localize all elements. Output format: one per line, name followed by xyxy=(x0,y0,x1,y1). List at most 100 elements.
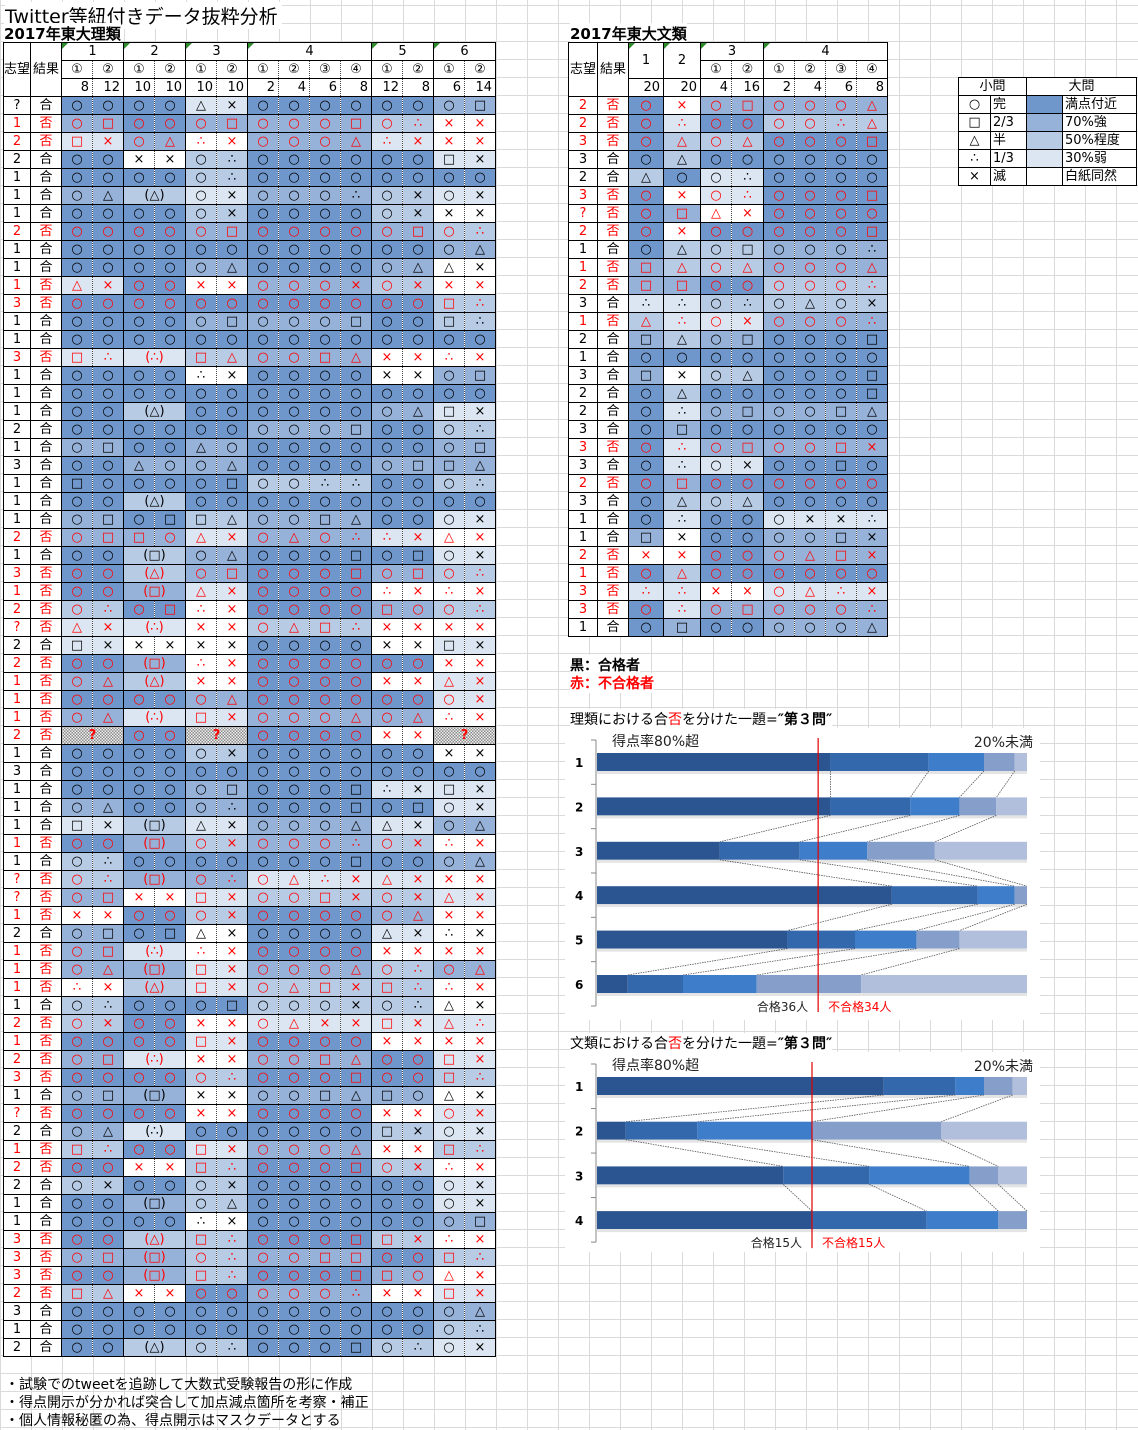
score-cell: ○ xyxy=(278,1122,310,1141)
score-cell: ○ xyxy=(340,402,372,421)
score-cell: ○ xyxy=(247,1248,279,1267)
score-cell: ○ xyxy=(247,780,279,799)
score-cell: ○ xyxy=(185,186,217,205)
shibo-cell: 3 xyxy=(3,762,31,781)
score-cell: ○ xyxy=(371,1338,403,1357)
score-cell: ○ xyxy=(628,600,664,619)
result-cell: 否 xyxy=(597,222,629,241)
score-cell: ○ xyxy=(61,222,93,241)
score-cell: × xyxy=(216,672,248,691)
score-cell: □ xyxy=(92,1086,124,1105)
bar-segment-q3-level0 xyxy=(597,841,720,860)
result-cell: 合 xyxy=(597,618,629,637)
score-cell: ○ xyxy=(247,1158,279,1177)
score-cell: ○ xyxy=(700,366,732,385)
score-cell: ○ xyxy=(216,1122,248,1141)
score-cell: ○ xyxy=(371,402,403,421)
score-cell: ○ xyxy=(731,222,764,241)
bar-segment-q2-level4 xyxy=(996,797,1027,816)
score-cell: ○ xyxy=(309,96,341,115)
score-cell: × xyxy=(185,1014,217,1033)
score-cell: ∴ xyxy=(663,582,701,601)
shibo-cell: ? xyxy=(3,888,31,907)
score-cell: ○ xyxy=(278,222,310,241)
score-cell: ○ xyxy=(278,852,310,871)
score-cell: ○ xyxy=(123,744,155,763)
score-cell: ○ xyxy=(402,150,434,169)
shibo-cell: 3 xyxy=(568,456,598,475)
bar-segment-q5-level2 xyxy=(855,930,917,949)
score-cell: × xyxy=(464,528,496,547)
score-cell: ○ xyxy=(278,96,310,115)
score-cell: ○ xyxy=(763,96,795,115)
score-cell: × xyxy=(340,978,372,997)
score-cell: ∴ xyxy=(825,582,857,601)
bar-shadow xyxy=(597,904,1027,908)
score-cell: ○ xyxy=(123,1068,155,1087)
result-cell: 合 xyxy=(30,366,62,385)
score-cell: ○ xyxy=(61,924,93,943)
score-cell: ○ xyxy=(61,96,93,115)
score-cell: □ xyxy=(402,456,434,475)
score-cell: ○ xyxy=(402,762,434,781)
left-label: 得点率80%超 xyxy=(612,733,699,750)
score-cell: □ xyxy=(371,978,403,997)
shibo-cell: 1 xyxy=(3,510,31,529)
score-cell: × xyxy=(464,636,496,655)
score-cell: ○ xyxy=(340,636,372,655)
result-cell: 否 xyxy=(30,654,62,673)
score-cell: ○ xyxy=(731,114,764,133)
table-row: 2 合 ○ □ ○ □ △ × ○ ○ ○ ○ △ × ∴ × xyxy=(3,924,496,943)
score-cell: ○ xyxy=(92,384,124,403)
score-cell: ○ xyxy=(278,1068,310,1087)
table-row: 1 否 ○ ○ ○ ○ ○ △ ○ ○ ○ ○ ○ ○ ○ × xyxy=(3,690,496,709)
header-subquestion: ① xyxy=(123,60,155,79)
header-points: 16 xyxy=(731,78,764,97)
score-cell: ○ xyxy=(247,420,279,439)
score-cell: ○ xyxy=(340,726,372,745)
score-cell: × xyxy=(433,654,465,673)
shibo-cell: ? xyxy=(3,96,31,115)
table-row: 1 合 ○ ○ ○ ○ ∴ × ○ ○ ○ ○ ○ ○ ○ □ xyxy=(3,1212,496,1231)
right-label: 20%未満 xyxy=(974,1059,1033,1075)
score-cell: ○ xyxy=(247,1302,279,1321)
score-cell: ○ xyxy=(628,384,664,403)
table-row: 3 否 ∴ ∴ × × ○ △ ∴ × xyxy=(568,582,888,601)
score-cell: ○ xyxy=(763,132,795,151)
score-cell: □ xyxy=(61,132,93,151)
score-cell: □ xyxy=(92,942,124,961)
bar-segment-q4-level3 xyxy=(998,1211,1027,1230)
score-cell: ○ xyxy=(154,1302,186,1321)
score-cell: △ xyxy=(433,1266,465,1285)
score-cell: ∴ xyxy=(402,996,434,1015)
score-cell: ○ xyxy=(61,996,93,1015)
shibo-cell: 2 xyxy=(3,654,31,673)
score-cell: ○ xyxy=(794,420,826,439)
score-cell: ∴ xyxy=(433,834,465,853)
score-cell: × xyxy=(402,528,434,547)
score-cell: ○ xyxy=(309,438,341,457)
humanities-score-table: 志望 結果 1 2 3 4 ① ② ① ② ③ ④ 20 20 4 16 2 4 6 8 2 否 ○ × ○ □ ○ ○ ○ △ 2 否 ○ ∴ ○… xyxy=(568,42,888,637)
score-cell: ○ xyxy=(371,852,403,871)
score-cell: × xyxy=(154,1158,186,1177)
legend-meaning: 2/3 xyxy=(990,113,1027,132)
score-cell: △ xyxy=(278,528,310,547)
score-cell: × xyxy=(464,1050,496,1069)
score-cell: ○ xyxy=(309,402,341,421)
result-cell: 合 xyxy=(597,366,629,385)
score-cell: ○ xyxy=(433,420,465,439)
legend-meaning: 1/3 xyxy=(990,149,1027,168)
result-cell: 合 xyxy=(30,168,62,187)
score-cell: ○ xyxy=(763,402,795,421)
score-cell: ○ xyxy=(278,330,310,349)
score-cell: ○ xyxy=(433,240,465,259)
score-cell: ○ xyxy=(278,132,310,151)
score-cell: ∴ xyxy=(731,168,764,187)
shibo-cell: 1 xyxy=(3,780,31,799)
score-cell: ○ xyxy=(402,96,434,115)
shibo-cell: 1 xyxy=(3,402,31,421)
score-cell: □ xyxy=(371,1266,403,1285)
score-cell: ○ xyxy=(123,420,155,439)
result-cell: 合 xyxy=(30,1338,62,1357)
score-cell: ∴ xyxy=(216,168,248,187)
